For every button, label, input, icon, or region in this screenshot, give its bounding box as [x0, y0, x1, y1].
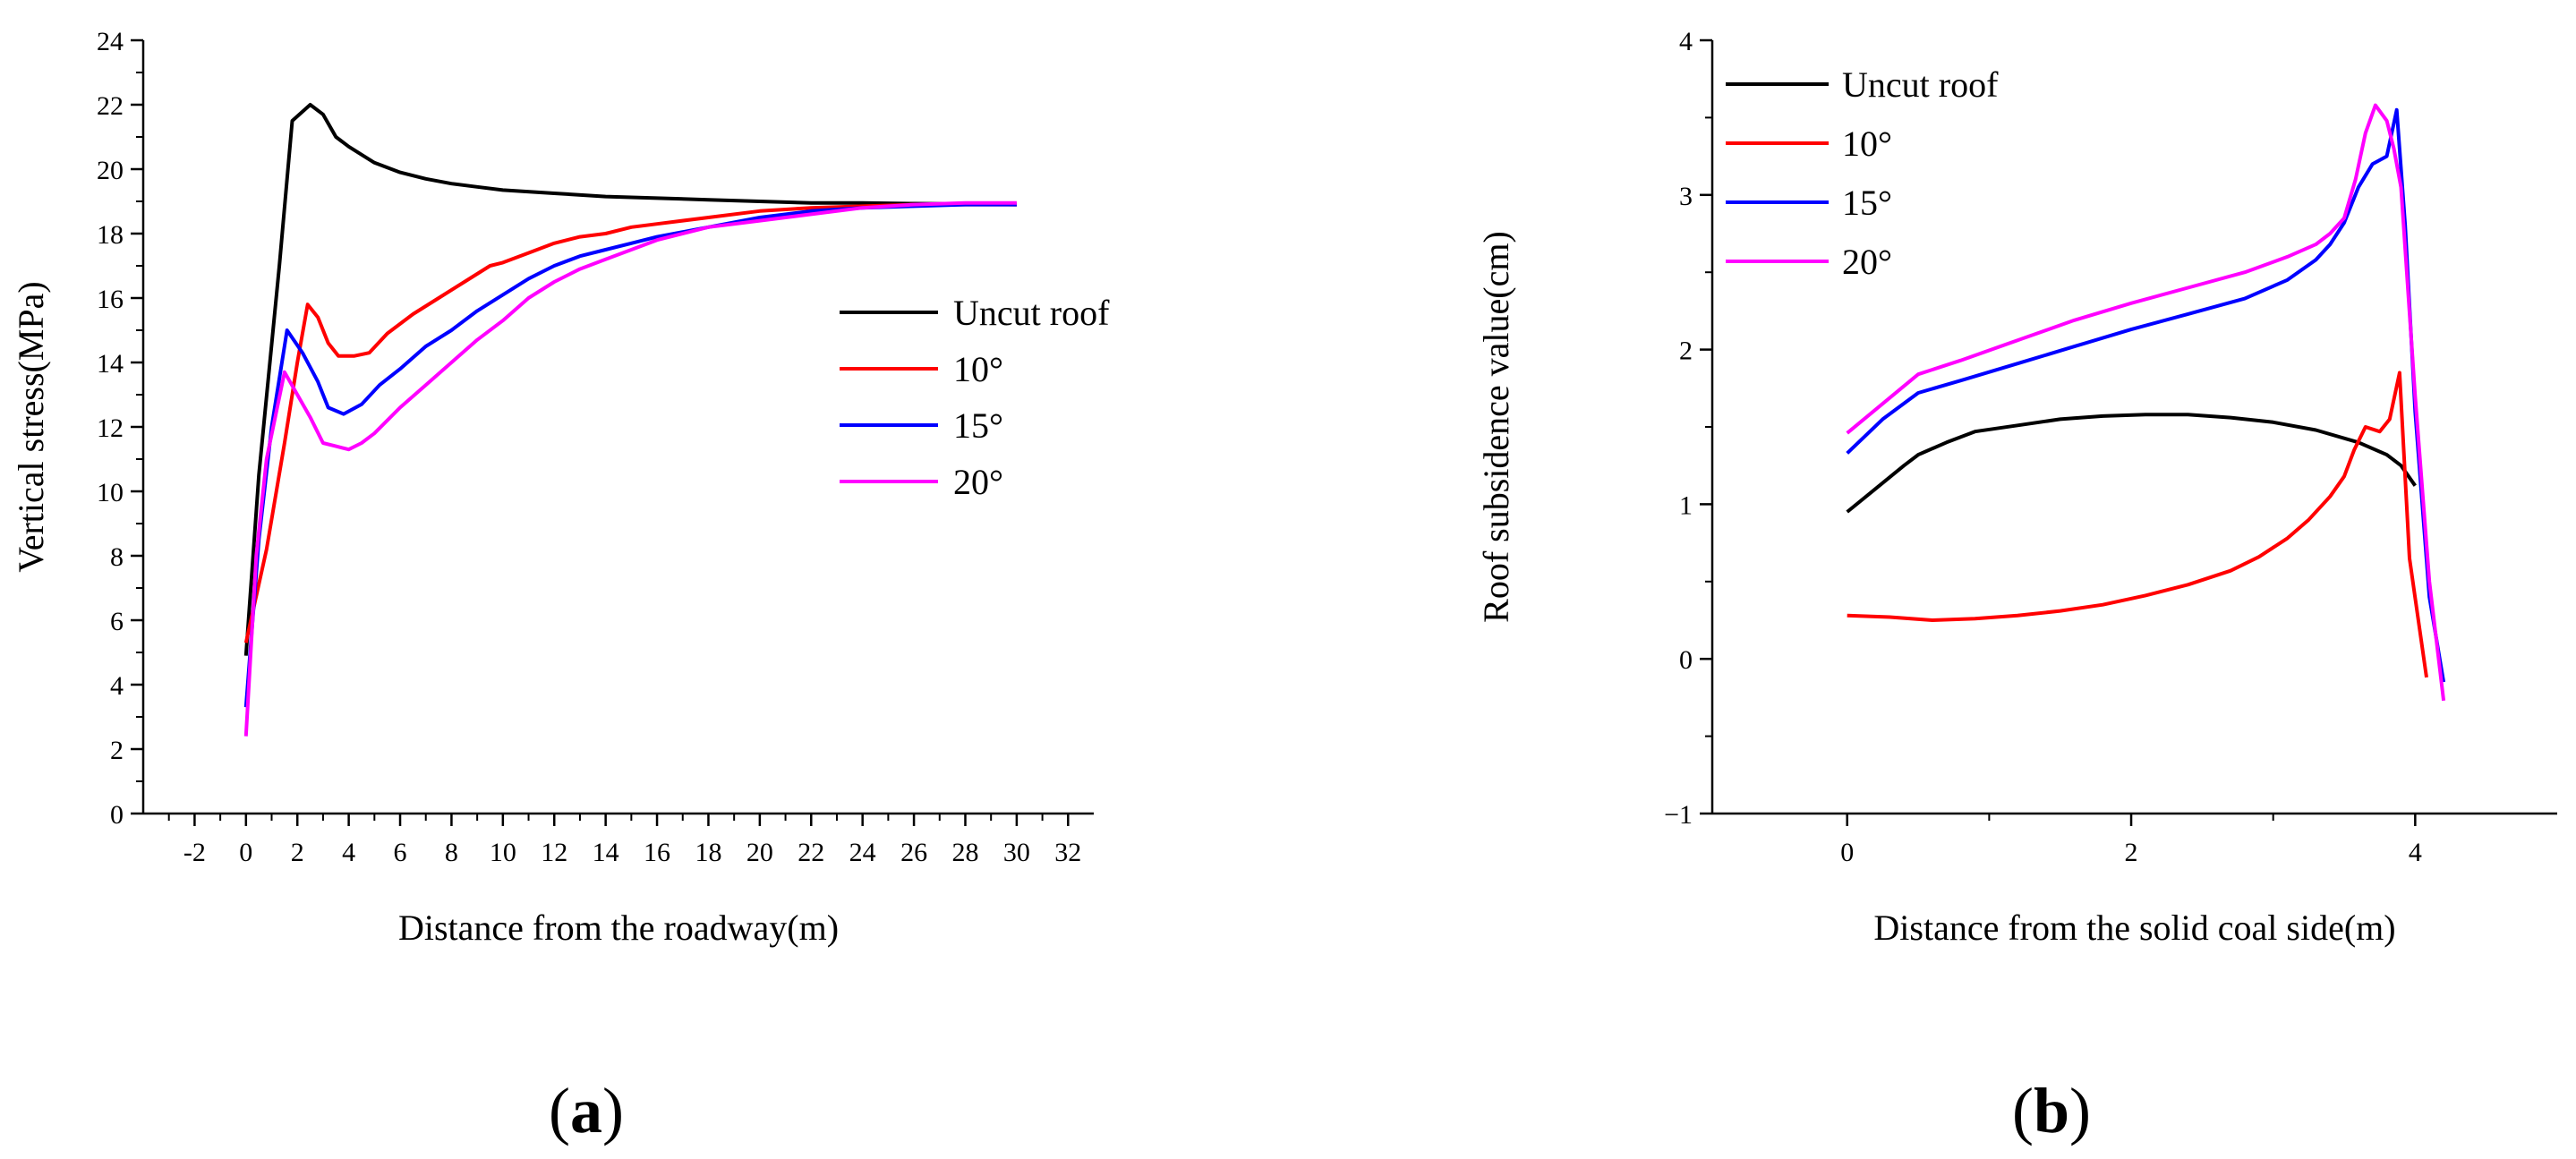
legend-label: 10°: [1842, 124, 1892, 164]
x-tick-label: 26: [900, 838, 927, 867]
x-tick-label: 10: [490, 838, 516, 867]
y-tick-label: 4: [110, 671, 124, 701]
x-tick-label: 18: [695, 838, 721, 867]
series-line-3: [243, 200, 1017, 737]
y-tick-label: 1: [1679, 490, 1693, 520]
y-tick-label: 0: [110, 800, 124, 830]
x-tick-label: 8: [445, 838, 458, 867]
series-line-0: [1846, 413, 2417, 514]
panel-label-close: ): [602, 1075, 624, 1146]
y-tick-label: 2: [1679, 337, 1693, 366]
x-tick-label: 0: [239, 838, 252, 867]
x-tick-label: 32: [1054, 838, 1081, 867]
x-tick-label: 0: [1840, 838, 1854, 867]
x-tick-label: 4: [342, 838, 355, 867]
series-line-0: [243, 103, 1017, 656]
x-tick-label: 4: [2409, 838, 2422, 867]
legend: Uncut roof 10° 15° 20°: [840, 293, 1110, 502]
y-tick-label: 3: [1679, 182, 1693, 211]
x-tick-label: 30: [1003, 838, 1030, 867]
x-tick-label: 24: [849, 838, 876, 867]
y-axis-title: Vertical stress(MPa): [11, 281, 51, 572]
y-tick-label: 18: [97, 220, 124, 250]
y-tick-label: 24: [97, 27, 124, 56]
x-tick-label: 20: [746, 838, 773, 867]
panel-label-letter: b: [2034, 1075, 2069, 1146]
panel-label-open: (: [2012, 1075, 2034, 1146]
x-tick-label: -2: [183, 838, 206, 867]
y-tick-label: 10: [97, 478, 124, 507]
legend-label: Uncut roof: [953, 293, 1110, 333]
series-line-3: [1846, 103, 2446, 702]
y-tick-label: 6: [110, 607, 124, 636]
panel-label: (b): [2012, 1075, 2091, 1146]
legend-label: 15°: [1842, 183, 1892, 223]
series-line-1: [1847, 371, 2428, 678]
y-tick-label: 4: [1679, 27, 1693, 56]
legend-label: 20°: [1842, 242, 1892, 282]
y-tick-label: 8: [110, 542, 124, 572]
y-tick-label: −1: [1664, 800, 1693, 830]
y-tick-label: 16: [97, 285, 124, 314]
legend-label: Uncut roof: [1842, 64, 1999, 105]
x-tick-label: 16: [644, 838, 670, 867]
panel-label-open: (: [549, 1075, 570, 1146]
x-tick-label: 6: [394, 838, 407, 867]
x-tick-label: 14: [593, 838, 619, 867]
panel-label-close: ): [2069, 1075, 2091, 1146]
y-tick-label: 2: [110, 736, 124, 765]
x-tick-label: 12: [541, 838, 567, 867]
series-line-1: [243, 202, 1017, 643]
x-tick-label: 2: [291, 838, 304, 867]
x-tick-label: 2: [2125, 838, 2138, 867]
panel-label: (a): [549, 1075, 624, 1146]
y-axis-title: Roof subsidence value(cm): [1476, 231, 1516, 623]
panel-label-letter: a: [570, 1075, 602, 1146]
x-axis-title: Distance from the solid coal side(m): [1873, 908, 2395, 948]
series-line-2: [243, 202, 1017, 708]
y-tick-label: 12: [97, 413, 124, 443]
x-tick-label: 22: [798, 838, 824, 867]
y-tick-label: 14: [97, 349, 124, 379]
legend-label: 15°: [953, 405, 1003, 446]
legend-label: 10°: [953, 349, 1003, 389]
y-tick-label: 20: [97, 156, 124, 185]
legend: Uncut roof 10° 15° 20°: [1726, 64, 1999, 282]
y-tick-label: 22: [97, 91, 124, 121]
x-axis-title: Distance from the roadway(m): [398, 908, 839, 948]
chart-b: −1 0 1 2 3 4 0 2 4 Distance from the solid coal s…: [1476, 27, 2557, 1146]
legend-label: 20°: [953, 462, 1003, 502]
y-tick-label: 0: [1679, 645, 1693, 675]
x-tick-label: 28: [951, 838, 978, 867]
